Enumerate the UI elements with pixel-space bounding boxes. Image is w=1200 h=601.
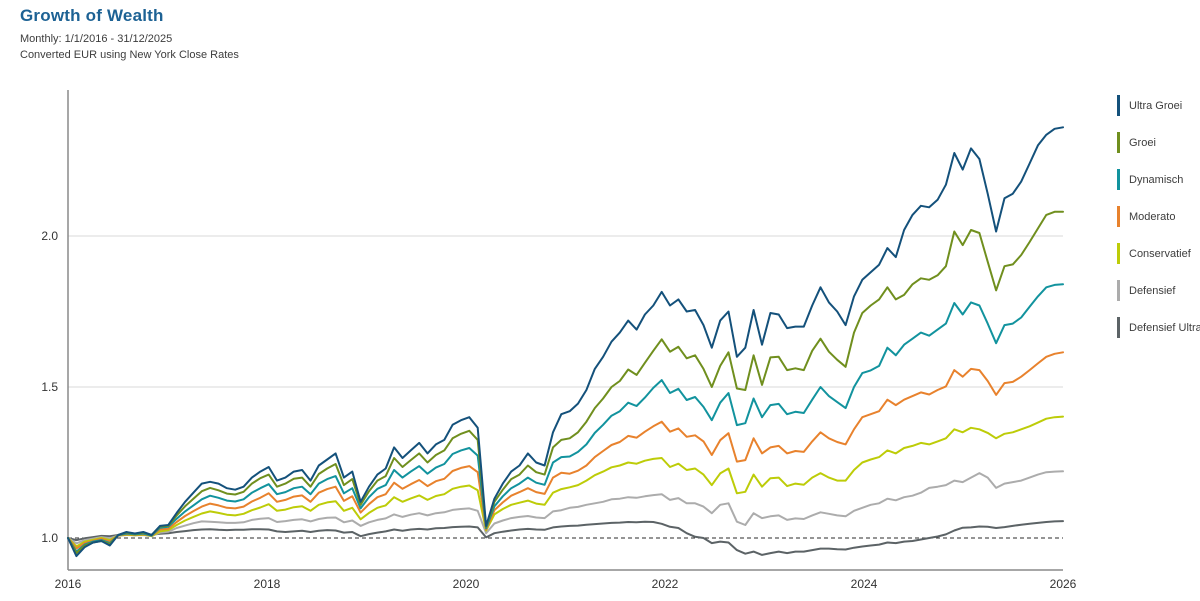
legend-label: Defensief — [1129, 284, 1176, 297]
series-line-dynamisch — [67, 283, 1064, 553]
series-line-defensief — [67, 470, 1064, 545]
y-axis-label: 2.0 — [41, 229, 58, 243]
y-axis-label: 1.5 — [41, 380, 58, 394]
legend-label: Conservatief — [1129, 247, 1191, 260]
page-title: Growth of Wealth — [20, 6, 164, 25]
report-header: Growth of Wealth Monthly: 1/1/2016 - 31/… — [20, 6, 239, 61]
legend-swatch-dynamisch — [1117, 169, 1120, 190]
legend-item-groei: Groei — [1117, 132, 1200, 153]
legend-label: Dynamisch — [1129, 173, 1184, 186]
legend-item-defensief: Defensief — [1117, 280, 1200, 301]
x-axis-label: 2016 — [55, 577, 82, 591]
legend-label: Defensief Ultra — [1129, 321, 1200, 334]
legend-label: Groei — [1129, 136, 1156, 149]
legend-item-defensief-ultra: Defensief Ultra — [1117, 317, 1200, 338]
legend-item-ultra-groei: Ultra Groei — [1117, 95, 1200, 116]
subtitle-note: Converted EUR using New York Close Rates — [20, 49, 239, 61]
legend-swatch-defensief — [1117, 280, 1120, 301]
legend-item-conservatief: Conservatief — [1117, 243, 1200, 264]
series-line-defensief-ultra — [67, 520, 1064, 556]
x-axis-label: 2022 — [652, 577, 679, 591]
y-axis-label: 1.0 — [41, 531, 58, 545]
x-axis-label: 2024 — [851, 577, 878, 591]
legend-swatch-ultra-groei — [1117, 95, 1120, 116]
legend-label: Ultra Groei — [1129, 99, 1183, 112]
legend-label: Moderato — [1129, 210, 1176, 223]
legend-item-dynamisch: Dynamisch — [1117, 169, 1200, 190]
series-line-moderato — [67, 351, 1064, 550]
series-line-ultra-groei — [67, 126, 1064, 558]
legend-swatch-defensief-ultra — [1117, 317, 1120, 338]
series-line-groei — [67, 210, 1064, 555]
series-line-conservatief — [67, 415, 1064, 548]
legend-swatch-conservatief — [1117, 243, 1120, 264]
subtitle-period: Monthly: 1/1/2016 - 31/12/2025 — [20, 33, 173, 45]
x-axis-label: 2026 — [1050, 577, 1077, 591]
x-axis-label: 2018 — [254, 577, 281, 591]
chart-legend: Ultra Groei Groei Dynamisch Moderato Con… — [1117, 95, 1200, 354]
legend-item-moderato: Moderato — [1117, 206, 1200, 227]
x-axis-label: 2020 — [453, 577, 480, 591]
legend-swatch-groei — [1117, 132, 1120, 153]
legend-swatch-moderato — [1117, 206, 1120, 227]
